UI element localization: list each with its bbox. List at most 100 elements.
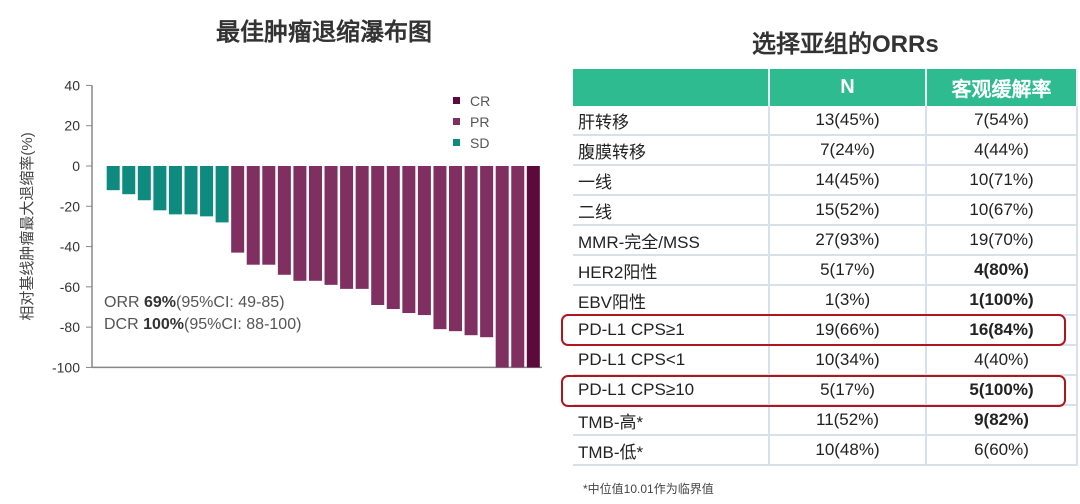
y-tick-label: -100 xyxy=(52,359,80,375)
bar-sd xyxy=(137,166,151,201)
bar-pr xyxy=(324,166,338,285)
row-label: PD-L1 CPS≥1 xyxy=(573,315,770,346)
dcr-annotation: DCR 100%(95%CI: 88-100) xyxy=(104,316,301,333)
table-row: TMB-低* 10(48%) 6(60%) xyxy=(573,435,1078,466)
row-label: TMB-高* xyxy=(573,405,770,436)
table-row: PD-L1 CPS≥10 5(17%) 5(100%) xyxy=(573,375,1078,406)
y-tick-label: 40 xyxy=(64,77,80,93)
row-label: TMB-低* xyxy=(573,435,770,466)
row-n: 1(3%) xyxy=(769,285,927,316)
row-label: HER2阳性 xyxy=(573,255,770,286)
legend-swatch-pr xyxy=(453,118,460,125)
row-n: 10(48%) xyxy=(769,435,927,466)
bar-pr xyxy=(308,166,322,281)
bar-pr xyxy=(386,166,400,310)
row-n: 11(52%) xyxy=(769,405,927,436)
row-orr: 9(82%) xyxy=(926,405,1078,436)
row-n: 14(45%) xyxy=(769,165,927,196)
table-header-row: N 客观缓解率 xyxy=(573,69,1078,106)
bar-pr xyxy=(511,166,525,368)
bar-pr xyxy=(371,166,385,305)
row-orr: 4(80%) xyxy=(926,255,1078,286)
dcr-ci: (95%CI: 88-100) xyxy=(184,316,301,333)
row-orr: 16(84%) xyxy=(926,315,1078,346)
table-row: 腹膜转移 7(24%) 4(44%) xyxy=(573,135,1078,166)
row-n: 27(93%) xyxy=(769,225,927,256)
row-orr: 19(70%) xyxy=(926,225,1078,256)
table-row: EBV阳性 1(3%) 1(100%) xyxy=(573,285,1078,316)
row-label: PD-L1 CPS<1 xyxy=(573,345,770,376)
row-orr: 4(44%) xyxy=(926,135,1078,166)
bar-pr xyxy=(480,166,494,338)
legend-swatch-sd xyxy=(453,139,460,146)
bar-sd xyxy=(215,166,229,223)
table-row: MMR-完全/MSS 27(93%) 19(70%) xyxy=(573,225,1078,256)
row-label: 二线 xyxy=(573,195,770,226)
bar-sd xyxy=(122,166,136,195)
row-label: 腹膜转移 xyxy=(573,135,770,166)
bar-pr xyxy=(402,166,416,314)
row-orr: 10(71%) xyxy=(926,165,1078,196)
row-n: 7(24%) xyxy=(769,135,927,166)
chart-title: 最佳肿瘤退缩瀑布图 xyxy=(216,19,432,46)
row-orr: 4(40%) xyxy=(926,345,1078,376)
bar-pr xyxy=(464,166,478,336)
row-n: 10(34%) xyxy=(769,345,927,376)
orr-prefix: ORR xyxy=(104,294,144,311)
legend-label: PR xyxy=(470,114,489,130)
row-n: 5(17%) xyxy=(769,255,927,286)
bar-sd xyxy=(153,166,167,211)
row-label: 肝转移 xyxy=(573,106,770,136)
table-row: 一线 14(45%) 10(71%) xyxy=(573,165,1078,196)
row-n: 15(52%) xyxy=(769,195,927,226)
bar-pr xyxy=(355,166,369,289)
bar-pr xyxy=(277,166,291,275)
bar-pr xyxy=(417,166,431,316)
legend-swatch-cr xyxy=(453,97,460,104)
bar-sd xyxy=(200,166,214,217)
subgroup-orr-table: N 客观缓解率 肝转移 13(45%) 7(54%) 腹膜转移 7(24%) 4(44%)… xyxy=(573,69,1078,466)
bar-sd xyxy=(106,166,120,191)
header-n: N xyxy=(769,69,927,106)
y-tick-label: 0 xyxy=(72,158,80,174)
bar-pr xyxy=(262,166,276,265)
y-tick-label: -60 xyxy=(60,279,80,295)
row-label: EBV阳性 xyxy=(573,285,770,316)
orr-value: 69% xyxy=(144,294,176,311)
bar-pr xyxy=(433,166,447,330)
table-row: 二线 15(52%) 10(67%) xyxy=(573,195,1078,226)
y-tick-label: -80 xyxy=(60,319,80,335)
bar-pr xyxy=(340,166,354,289)
header-subgroup xyxy=(573,69,770,106)
bar-sd xyxy=(184,166,198,215)
highlight-box xyxy=(561,374,1066,407)
table-row: TMB-高* 11(52%) 9(82%) xyxy=(573,405,1078,436)
orr-annotation: ORR 69%(95%CI: 49-85) xyxy=(104,294,285,311)
bar-cr xyxy=(526,166,540,368)
bar-pr xyxy=(231,166,245,253)
bar-sd xyxy=(168,166,182,215)
row-orr: 1(100%) xyxy=(926,285,1078,316)
row-label: PD-L1 CPS≥10 xyxy=(573,375,770,406)
legend-label: CR xyxy=(470,93,490,109)
row-label: 一线 xyxy=(573,165,770,196)
row-n: 19(66%) xyxy=(769,315,927,346)
y-axis-label: 相对基线肿瘤最大退缩率(%) xyxy=(19,132,36,320)
table-row: HER2阳性 5(17%) 4(80%) xyxy=(573,255,1078,286)
waterfall-chart: 40 20 0 -20 -40 -60 -80 -100 相对基线肿瘤最大退缩率(%) CR PR S… xyxy=(19,77,542,375)
y-tick-label: -20 xyxy=(60,198,80,214)
header-orr: 客观缓解率 xyxy=(926,69,1078,106)
table-row: 肝转移 13(45%) 7(54%) xyxy=(573,106,1078,136)
footnote: *中位值10.01作为临界值 xyxy=(583,482,714,496)
table-title: 选择亚组的ORRs xyxy=(752,31,939,58)
legend-label: SD xyxy=(470,135,489,151)
row-orr: 7(54%) xyxy=(926,106,1078,136)
row-n: 13(45%) xyxy=(769,106,927,136)
row-orr: 5(100%) xyxy=(926,375,1078,406)
orr-ci: (95%CI: 49-85) xyxy=(176,294,285,311)
dcr-prefix: DCR xyxy=(104,316,143,333)
row-label: MMR-完全/MSS xyxy=(573,225,770,256)
row-orr: 10(67%) xyxy=(926,195,1078,226)
bar-pr xyxy=(293,166,307,281)
table-row: PD-L1 CPS<1 10(34%) 4(40%) xyxy=(573,345,1078,376)
